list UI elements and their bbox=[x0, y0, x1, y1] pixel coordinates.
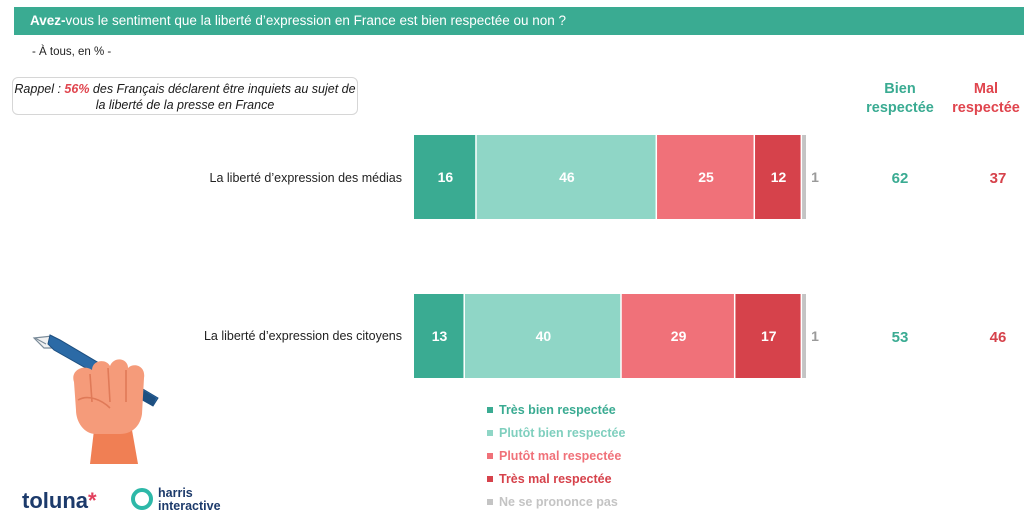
bar-label-medias-nsp: 1 bbox=[811, 169, 819, 185]
bar-citoyens-nsp bbox=[802, 294, 806, 378]
question-title-bold: Avez- bbox=[30, 13, 66, 28]
legend-item-plutot-mal: Plutôt mal respectée bbox=[487, 446, 625, 469]
question-title: vous le sentiment que la liberté d’expre… bbox=[65, 13, 567, 28]
bar-citoyens-tres-mal bbox=[735, 294, 801, 378]
column-header-mal-line2: respectée bbox=[952, 100, 1020, 116]
legend-item-tres-bien: Très bien respectée bbox=[487, 400, 625, 423]
bar-label-citoyens-plutot-bien: 40 bbox=[536, 328, 552, 344]
legend-label-tres-bien: Très bien respectée bbox=[499, 403, 616, 417]
column-header-mal-respectee: Mal respectée bbox=[942, 80, 1024, 118]
harris-interactive-logo: harris interactive bbox=[158, 486, 221, 513]
bar-label-medias-tres-mal: 12 bbox=[771, 169, 787, 185]
bar-medias-tres-mal bbox=[755, 135, 801, 219]
toluna-logo: toluna* bbox=[22, 488, 97, 513]
rappel-percentage: 56% bbox=[64, 82, 90, 96]
legend-swatch-nsp bbox=[487, 498, 493, 505]
column-header-bien-respectee: Bien respectée bbox=[852, 80, 948, 118]
bar-label-citoyens-nsp: 1 bbox=[811, 328, 819, 344]
bar-label-citoyens-tres-bien: 13 bbox=[432, 328, 448, 344]
bar-label-medias-plutot-mal: 25 bbox=[698, 169, 714, 185]
total-bien-medias: 62 bbox=[892, 170, 909, 187]
chart-legend: Très bien respectée Plutôt bien respectée… bbox=[487, 400, 625, 515]
rappel-box: Rappel : 56% des Français déclarent être… bbox=[12, 77, 358, 115]
rappel-prefix: Rappel : bbox=[14, 82, 65, 96]
bar-citoyens-plutot-mal bbox=[621, 294, 734, 378]
legend-swatch-plutot-mal bbox=[487, 452, 493, 459]
row-label-medias: La liberté d’expression des médias bbox=[209, 171, 402, 185]
legend-label-nsp: Ne se prononce pas bbox=[499, 495, 618, 509]
total-bien-citoyens: 53 bbox=[892, 329, 909, 346]
row-label-citoyens: La liberté d’expression des citoyens bbox=[203, 329, 402, 343]
bar-label-citoyens-plutot-mal: 29 bbox=[671, 328, 687, 344]
legend-label-tres-mal: Très mal respectée bbox=[499, 472, 612, 486]
legend-item-plutot-bien: Plutôt bien respectée bbox=[487, 423, 625, 446]
legend-item-tres-mal: Très mal respectée bbox=[487, 469, 625, 492]
column-header-mal-line1: Mal bbox=[973, 81, 999, 97]
base-subtitle: - À tous, en % - bbox=[32, 46, 112, 58]
bar-medias-nsp bbox=[802, 135, 806, 219]
total-mal-citoyens: 46 bbox=[990, 329, 1007, 346]
column-header-bien-line1: Bien bbox=[884, 81, 916, 97]
legend-item-nsp: Ne se prononce pas bbox=[487, 492, 625, 515]
fist-with-pen-illustration bbox=[32, 334, 159, 464]
bar-citoyens-plutot-bien bbox=[464, 294, 621, 378]
question-header: Avez-vous le sentiment que la liberté d’… bbox=[14, 7, 1024, 35]
bar-citoyens-tres-bien bbox=[414, 294, 464, 378]
bar-label-citoyens-tres-mal: 17 bbox=[761, 328, 777, 344]
bar-label-medias-plutot-bien: 46 bbox=[559, 169, 575, 185]
legend-label-plutot-mal: Plutôt mal respectée bbox=[499, 449, 622, 463]
legend-label-plutot-bien: Plutôt bien respectée bbox=[499, 426, 626, 440]
harris-logo-ring-icon bbox=[131, 488, 153, 510]
bar-medias-plutot-mal bbox=[657, 135, 754, 219]
rappel-text: des Français déclarent être inquiets au … bbox=[89, 82, 356, 112]
bar-label-medias-tres-bien: 16 bbox=[438, 169, 454, 185]
bar-medias-tres-bien bbox=[414, 135, 476, 219]
column-header-bien-line2: respectée bbox=[866, 100, 934, 116]
bar-medias-plutot-bien bbox=[476, 135, 656, 219]
legend-swatch-plutot-bien bbox=[487, 429, 493, 436]
total-mal-medias: 37 bbox=[990, 170, 1007, 187]
legend-swatch-tres-mal bbox=[487, 475, 493, 482]
legend-swatch-tres-bien bbox=[487, 406, 493, 413]
